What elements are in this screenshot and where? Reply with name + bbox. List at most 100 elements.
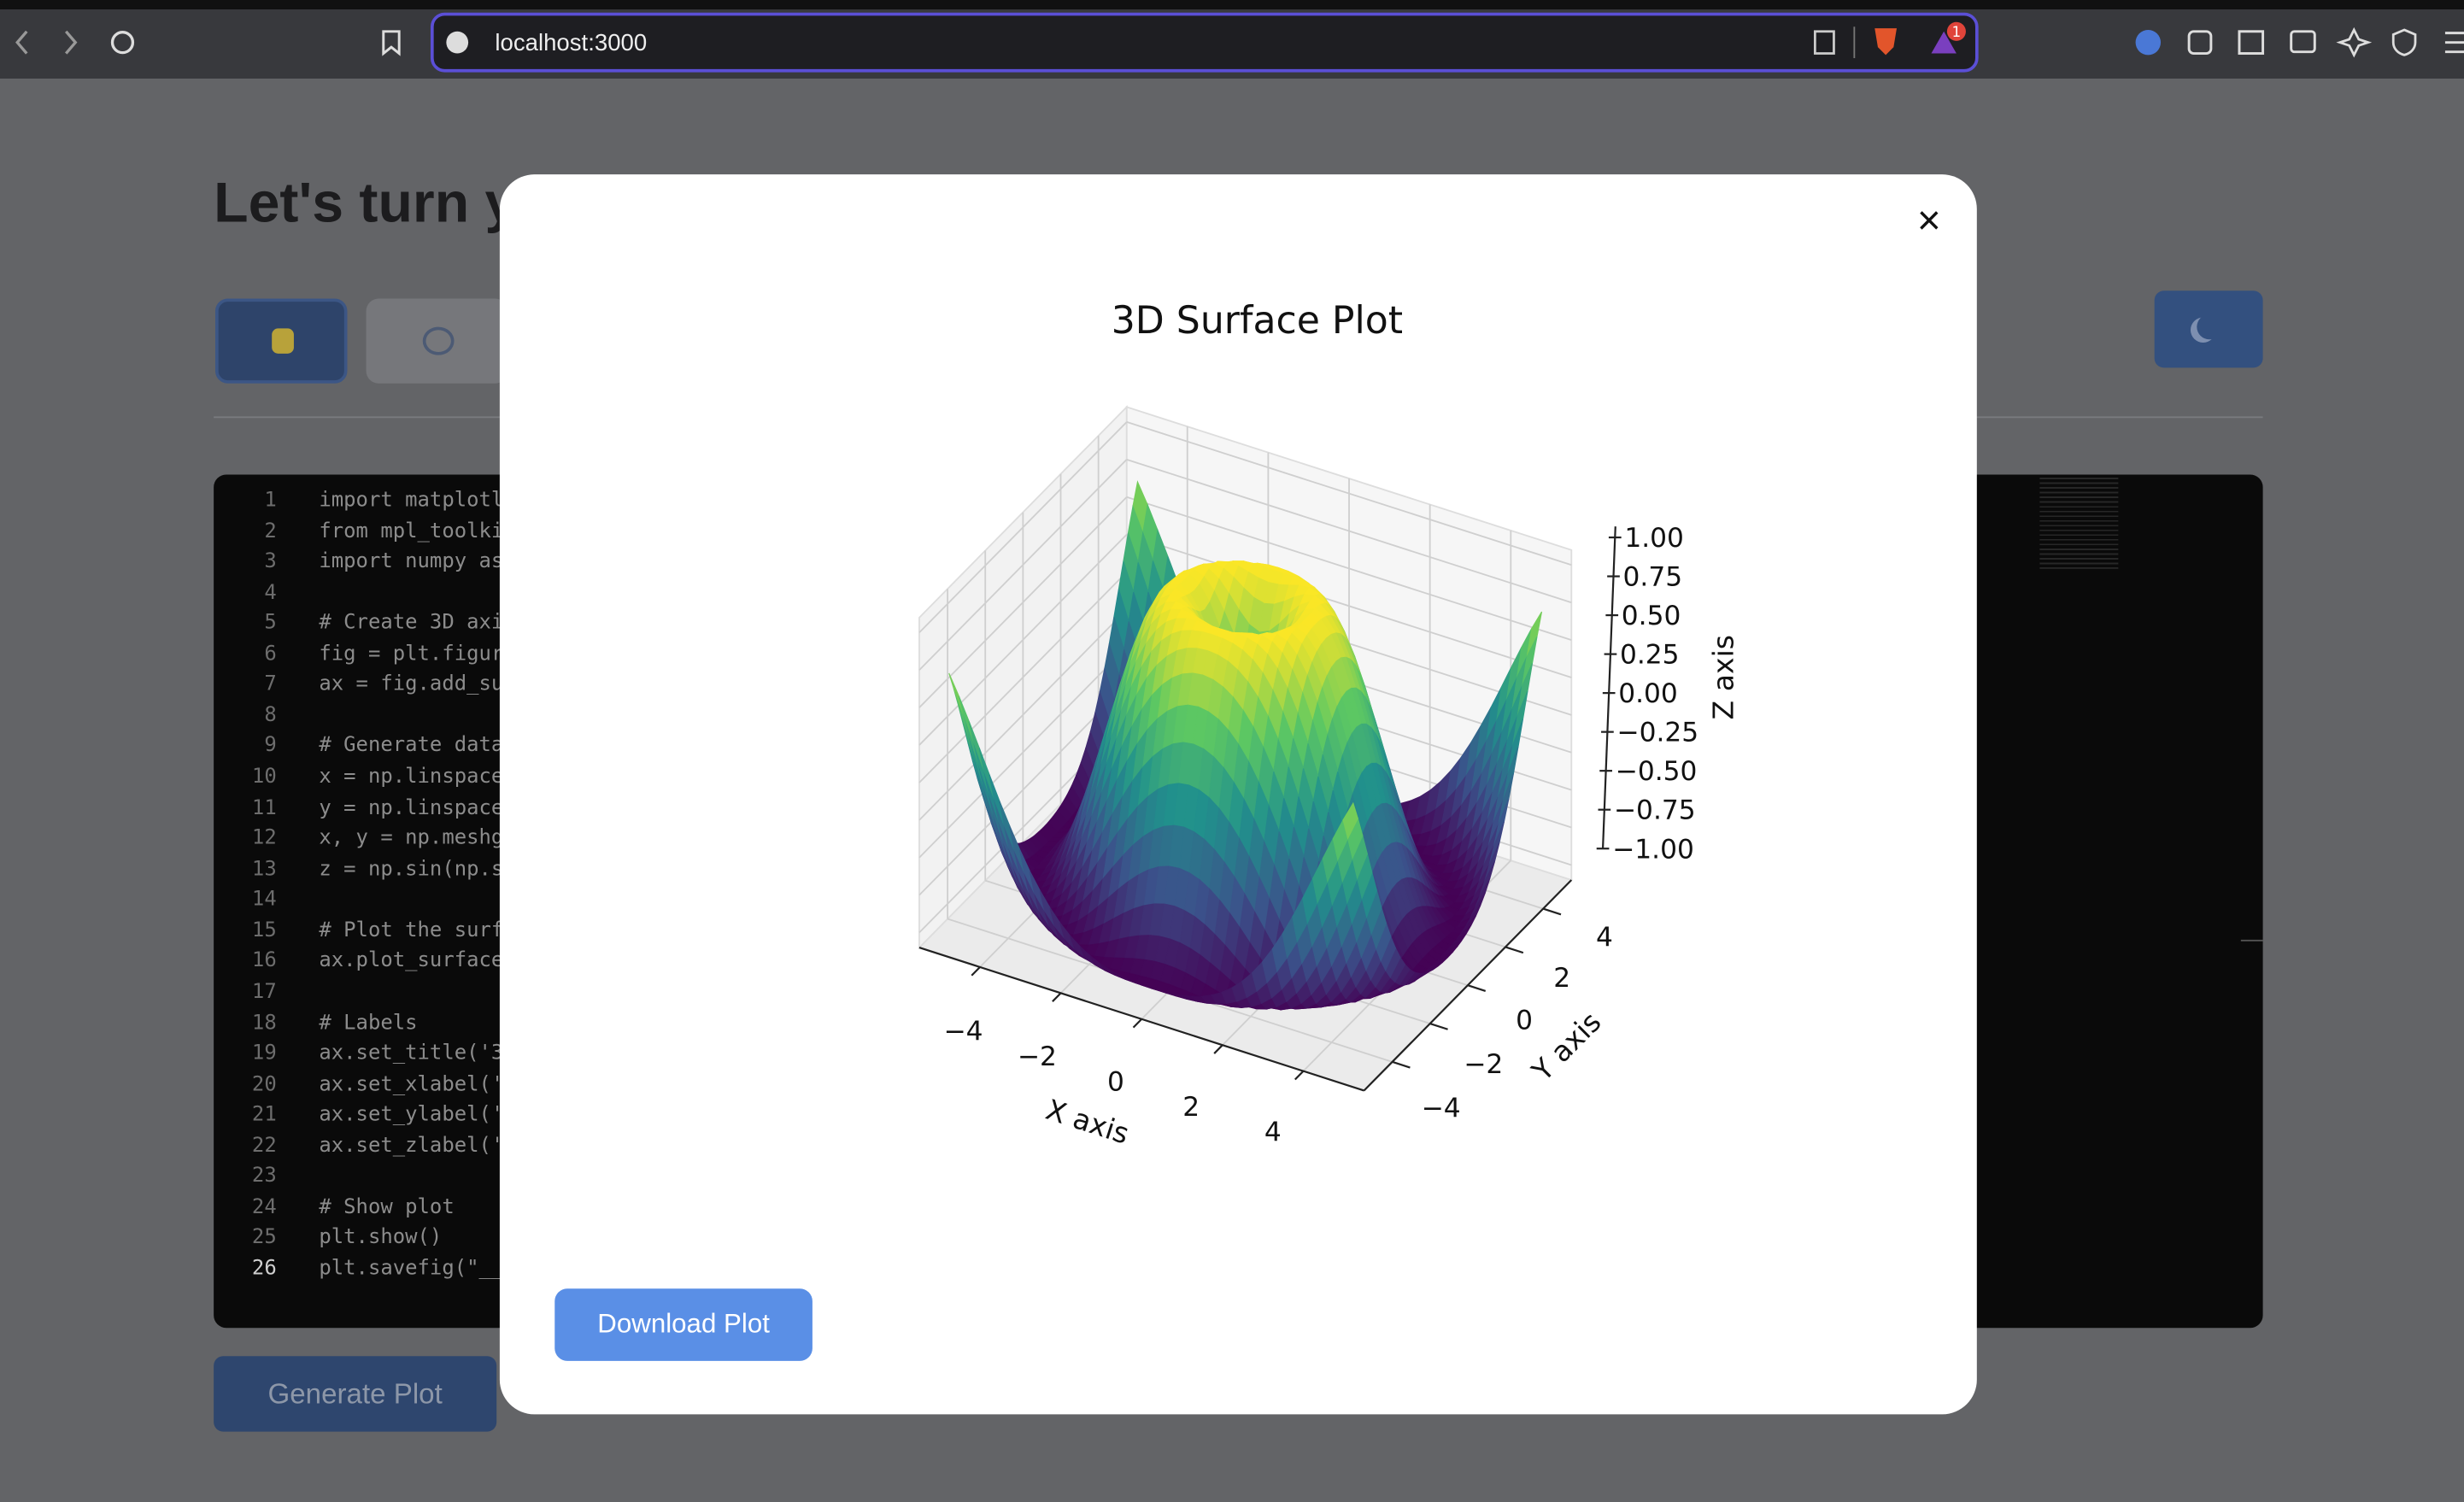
y-tick (1429, 1022, 1448, 1030)
share-button[interactable] (1813, 30, 1835, 55)
y-tick (1542, 907, 1562, 916)
code-line: x, y = np.meshg (319, 826, 504, 851)
pane-grid-line (1126, 421, 1572, 566)
line-number: 9 (264, 734, 277, 759)
pane-grid-line (918, 459, 1128, 671)
generate-button[interactable]: Generate Plot (214, 1356, 497, 1432)
y-axis-label: Y axis (1525, 1006, 1608, 1088)
z-tick-label: −0.25 (1616, 718, 1698, 748)
line-number: 6 (264, 642, 277, 666)
python-tab[interactable] (214, 298, 348, 384)
pane-grid-line (918, 646, 1128, 859)
line-number: 18 (251, 1011, 277, 1036)
leo-button[interactable] (2336, 26, 2373, 58)
theme-toggle[interactable] (2154, 290, 2263, 368)
line-number: 19 (251, 1041, 277, 1066)
line-number: 5 (264, 611, 277, 636)
rewards-button[interactable] (1931, 31, 1957, 54)
y-tick-label: −4 (1422, 1094, 1461, 1124)
wallet-button[interactable] (2290, 30, 2316, 54)
brave-shield[interactable] (1874, 28, 1898, 56)
surface-patch (1342, 801, 1358, 840)
z-tick-label: 0.25 (1620, 640, 1680, 671)
pane-grid-line (918, 684, 1128, 896)
menu-button[interactable] (2444, 32, 2464, 54)
forward-button[interactable] (64, 30, 78, 55)
line-number: 2 (264, 519, 277, 543)
code-line: # Labels (319, 1011, 418, 1036)
z-tick-label: 0.75 (1623, 562, 1683, 593)
sidebar-button[interactable] (2238, 30, 2265, 56)
x-tick (1132, 1018, 1143, 1029)
bookmark-button[interactable] (382, 30, 401, 56)
pane-grid-line (1126, 458, 1572, 604)
code-line: ax.set_zlabel(' (319, 1134, 504, 1159)
reload-button[interactable] (110, 31, 135, 55)
r-tab[interactable] (366, 298, 508, 384)
x-tick-label: 0 (1107, 1066, 1124, 1097)
code-line: z = np.sin(np.s (319, 857, 504, 882)
code-line: import numpy as (319, 549, 504, 574)
z-tick-label: 0.00 (1618, 678, 1678, 709)
x-tick-label: 2 (1182, 1092, 1200, 1123)
code-line: ax.set_ylabel(' (319, 1103, 504, 1128)
line-number: 22 (251, 1134, 277, 1159)
pane-grid-line (918, 571, 1128, 783)
z-tick-label: −1.00 (1612, 834, 1694, 865)
code-line: # Plot the surf (319, 918, 504, 943)
y-tick-label: 4 (1596, 922, 1613, 953)
code-line: plt.savefig("__ (319, 1257, 504, 1282)
x-tick-label: −2 (1018, 1041, 1057, 1072)
x-tick (1213, 1044, 1223, 1054)
line-number: 15 (251, 918, 277, 943)
z-tick-label: −0.75 (1614, 795, 1696, 826)
z-axis-line (1601, 526, 1616, 849)
address-bar[interactable] (430, 12, 1979, 73)
line-number: 8 (264, 703, 277, 728)
scroll-marker (2240, 939, 2263, 942)
line-number: 14 (251, 888, 277, 912)
title-strip (0, 0, 2464, 10)
line-number: 12 (251, 826, 277, 851)
download-button[interactable]: Download Plot (554, 1288, 813, 1361)
x-tick (971, 966, 981, 977)
url: localhost:3000 (495, 29, 647, 56)
line-number: 23 (251, 1165, 277, 1189)
code-line: # Show plot (319, 1195, 455, 1220)
z-tick-label: 1.00 (1624, 523, 1684, 554)
line-number: 26 (251, 1257, 277, 1282)
pane-grid-line (918, 608, 1128, 821)
line-number: 20 (251, 1072, 277, 1097)
toolbar-icons: localhost:3000 1 (15, 12, 2464, 73)
notification-count: 1 (1952, 24, 1962, 40)
x-tick (1052, 992, 1062, 1002)
line-number: 17 (251, 980, 277, 1005)
code-line: ax.plot_surface (319, 949, 504, 974)
x-tick-label: −4 (943, 1017, 983, 1047)
minimap (2039, 474, 2119, 569)
z-axis-label: Z axis (1707, 635, 1740, 719)
heading: Let's turn y (214, 169, 517, 235)
z-tick-label: −0.50 (1616, 756, 1698, 787)
x-axis-label: X axis (1042, 1093, 1134, 1151)
line-number: 4 (264, 580, 277, 605)
line-number: 16 (251, 949, 277, 974)
back-button[interactable] (15, 30, 28, 55)
z-tick-label: 0.50 (1622, 601, 1681, 631)
x-tick-label: 4 (1264, 1117, 1282, 1147)
code-line: plt.show() (319, 1226, 443, 1251)
site-info[interactable] (446, 31, 469, 54)
line-number: 13 (251, 857, 277, 882)
line-number: 1 (264, 489, 277, 513)
code-line: y = np.linspace (319, 795, 504, 820)
extensions-button[interactable] (2187, 30, 2213, 56)
code-line: ax.set_xlabel(' (319, 1072, 504, 1097)
code-line: # Generate data (319, 734, 504, 759)
extension[interactable] (2135, 29, 2162, 56)
close-button[interactable]: × (1916, 196, 1941, 244)
vpn-button[interactable] (2391, 28, 2417, 56)
x-tick (1294, 1070, 1305, 1081)
